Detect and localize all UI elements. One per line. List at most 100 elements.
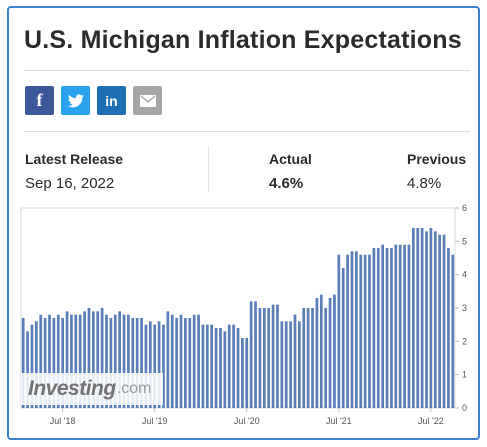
y-axis-tick-label: 2	[462, 336, 467, 346]
chart-bar	[170, 314, 174, 408]
chart-bar	[74, 314, 78, 408]
chart-bar	[451, 254, 455, 408]
chart-bar	[192, 314, 196, 408]
y-axis-tick-label: 0	[462, 403, 467, 413]
chart-bar	[188, 318, 192, 408]
x-axis-tick-label: Jul '19	[142, 416, 168, 426]
chart-bar	[236, 328, 240, 408]
chart-bar	[131, 318, 135, 408]
chart-bar	[376, 248, 380, 408]
chart-bar	[271, 304, 275, 408]
chart-bar	[127, 314, 130, 408]
chart-bar	[258, 308, 262, 408]
chart-bar	[359, 254, 363, 408]
chart-bar	[205, 324, 209, 408]
envelope-icon	[139, 94, 156, 107]
chart-bar	[100, 308, 104, 408]
chart-bar	[157, 321, 161, 408]
chart-bar	[425, 231, 428, 408]
linkedin-share-button[interactable]: in	[97, 86, 126, 115]
chart-bar	[311, 308, 314, 408]
chart-bar	[109, 318, 113, 408]
chart-bar	[276, 304, 279, 408]
chart-bar	[254, 301, 257, 408]
chart-bar	[372, 248, 376, 408]
chart-bar	[227, 324, 231, 408]
y-axis-tick-label: 3	[462, 303, 467, 313]
chart-bar	[420, 228, 424, 408]
x-axis-tick-label: Jul '22	[418, 416, 444, 426]
chart-bar	[96, 311, 100, 408]
chart-bar	[118, 311, 121, 408]
chart-bar	[262, 308, 266, 408]
chart-bar	[78, 314, 82, 408]
chart-bar	[162, 324, 165, 408]
chart-bar	[298, 321, 301, 408]
chart-bar	[447, 248, 450, 408]
chart-bar	[56, 314, 60, 408]
chart-bar	[245, 338, 249, 408]
chart-bar	[328, 298, 332, 408]
chart-bar	[26, 331, 29, 408]
chart-bar	[429, 228, 433, 408]
chart-bar	[346, 254, 349, 408]
chart-bar	[184, 318, 187, 408]
chart-bar	[398, 244, 402, 408]
latest-release-value: Sep 16, 2022	[25, 175, 115, 192]
chart-bar	[21, 318, 25, 408]
chart-bar	[223, 331, 227, 408]
chart-bar	[306, 308, 310, 408]
chart-bar	[61, 318, 65, 408]
chart-bar	[390, 248, 393, 408]
chart-bar	[214, 328, 218, 408]
chart-bar	[48, 314, 51, 408]
y-axis-tick-label: 4	[462, 270, 467, 280]
chart-bar	[433, 231, 437, 408]
share-bar: f in	[25, 86, 162, 118]
facebook-share-button[interactable]: f	[25, 86, 54, 115]
chart-bar	[232, 324, 235, 408]
chart-bar	[394, 244, 398, 408]
chart-bar	[302, 308, 306, 408]
chart-bar	[105, 314, 108, 408]
twitter-share-button[interactable]	[61, 86, 90, 115]
chart-bar	[122, 314, 126, 408]
chart-bar	[148, 321, 152, 408]
chart-bar	[201, 324, 205, 408]
chart-bar	[249, 301, 253, 408]
chart-area: 0 1 2 3 4 5 6 Jul '18 Jul '19 Jul '20 Jul '21 Jul '…	[9, 198, 482, 438]
chart-bar	[241, 338, 244, 408]
page-title: U.S. Michigan Inflation Expectations	[24, 26, 462, 54]
chart-bar	[438, 234, 442, 408]
x-axis-tick-label: Jul '20	[234, 416, 260, 426]
chart-bar	[289, 321, 292, 408]
y-axis-tick-label: 1	[462, 370, 467, 380]
chart-bar	[280, 321, 284, 408]
chart-bar	[140, 318, 143, 408]
facebook-icon: f	[36, 90, 43, 110]
y-axis-tick-label: 6	[462, 203, 467, 213]
chart-bar	[416, 228, 420, 408]
chart-bar	[179, 314, 183, 408]
chart-bar	[175, 318, 178, 408]
chart-bar	[34, 321, 38, 408]
chart-bar	[442, 234, 446, 408]
x-axis-tick-label: Jul '21	[326, 416, 352, 426]
email-share-button[interactable]	[133, 86, 162, 115]
chart-bar	[403, 244, 406, 408]
watermark-domain: .com	[116, 380, 152, 397]
x-axis-tick-label: Jul '18	[50, 416, 76, 426]
chart-bar	[355, 251, 358, 408]
chart-bar	[43, 318, 47, 408]
chart-bar	[333, 294, 336, 408]
chart-bar	[65, 311, 69, 408]
chart-bar	[219, 328, 222, 408]
chart-bar	[324, 308, 328, 408]
linkedin-icon: in	[105, 92, 118, 109]
chart-bar	[381, 244, 385, 408]
chart-bar	[293, 314, 297, 408]
previous-label: Previous	[407, 151, 467, 167]
twitter-icon	[67, 93, 84, 107]
chart-bar	[315, 298, 319, 408]
chart-bar	[30, 324, 34, 408]
